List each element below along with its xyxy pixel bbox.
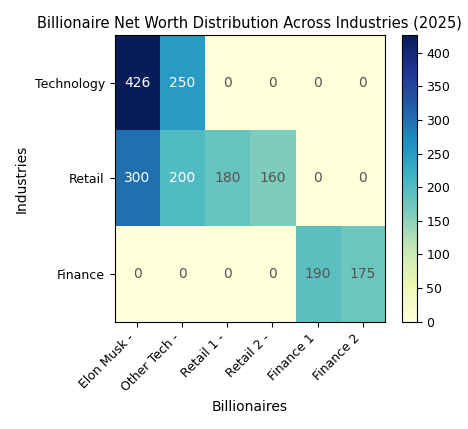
Text: 0: 0 [223,76,232,90]
Text: 0: 0 [223,267,232,281]
Title: Billionaire Net Worth Distribution Across Industries (2025): Billionaire Net Worth Distribution Acros… [37,15,462,30]
Text: 175: 175 [350,267,376,281]
Text: 160: 160 [259,172,286,185]
Text: 0: 0 [268,76,277,90]
Text: 190: 190 [304,267,331,281]
Text: 0: 0 [133,267,141,281]
Text: 0: 0 [178,267,187,281]
Text: 0: 0 [313,172,322,185]
Text: 300: 300 [124,172,150,185]
Text: 0: 0 [268,267,277,281]
Text: 426: 426 [124,76,150,90]
X-axis label: Billionaires: Billionaires [212,400,288,414]
Text: 250: 250 [169,76,195,90]
Text: 200: 200 [169,172,195,185]
Text: 180: 180 [214,172,241,185]
Y-axis label: Industries: Industries [15,144,29,213]
Text: 0: 0 [313,76,322,90]
Text: 0: 0 [358,172,367,185]
Text: 0: 0 [358,76,367,90]
